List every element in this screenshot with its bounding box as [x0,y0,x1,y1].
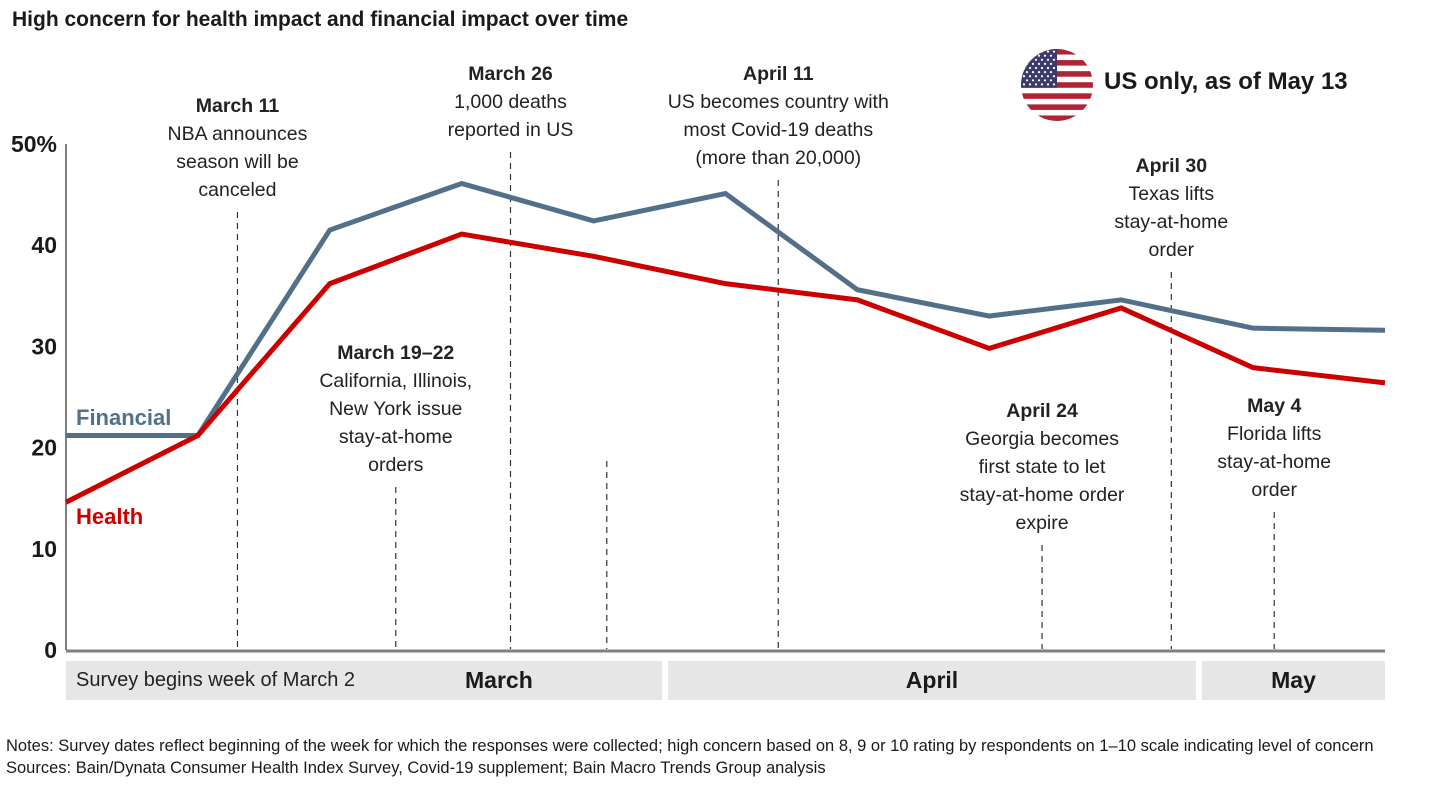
annotation: March 19–22 California, Illinois, New York… [319,339,472,479]
annotation-date: April 24 [1006,400,1078,422]
annotation-text: season will be [176,151,299,173]
scope-label: US only, as of May 13 [1104,68,1348,95]
annotation-text: orders [368,454,424,476]
annotation-date: April 11 [743,63,814,85]
footnotes: Notes: Survey dates reflect beginning of… [6,735,1426,779]
annotation-date: April 30 [1135,155,1208,177]
y-tick-label: 20 [31,435,57,461]
y-tick-label: 40 [31,232,57,258]
annotation: March 26 1,000 deaths reported in US [448,60,574,144]
annotation-text: (more than 20,000) [695,147,862,169]
band-may-label: May [1271,667,1316,693]
legend-financial: Financial [76,405,172,430]
band-march-label: March [465,667,533,693]
y-tick-label: 50% [11,131,57,157]
annotation-text: US becomes country with [667,91,889,113]
annotation-date: March 26 [468,63,553,85]
series-line-health [64,231,1386,505]
sources-text: Sources: Bain/Dynata Consumer Health Ind… [6,759,826,777]
annotation-text: most Covid-19 deaths [683,119,874,141]
band-may: May [1202,661,1385,700]
us-flag-icon [1021,49,1093,121]
annotation-text: stay-at-home [338,426,453,448]
annotation-text: NBA announces [167,123,308,145]
annotation: April 30 Texas lifts stay-at-home order [1114,152,1228,264]
annotation: April 24 Georgia becomes first state to le… [960,397,1125,537]
annotation: April 11 US becomes country with most Covi… [668,60,889,172]
y-tick-label: 10 [31,536,57,562]
annotation-text: stay-at-home [1114,211,1229,233]
annotation-text: stay-at-home [1217,451,1332,473]
annotation-text: Georgia becomes [965,428,1120,450]
annotation-text: New York issue [329,398,463,420]
line-chart: 0 10 20 30 40 50% [11,131,1386,663]
annotation-text: 1,000 deaths [454,91,567,113]
annotation-text: reported in US [447,119,574,141]
y-tick-label: 30 [31,333,57,359]
annotation-text: Florida lifts [1227,423,1322,445]
annotation-text: Texas lifts [1128,183,1215,205]
y-tick-label: 0 [44,637,57,663]
annotation-date: May 4 [1247,395,1302,417]
band-survey-label: Survey begins week of March 2 [76,669,356,691]
annotation-text: stay-at-home order [959,484,1125,506]
legend-health: Health [76,504,144,529]
chart-title: High concern for health impact and finan… [12,8,629,31]
annotation: May 4 Florida lifts stay-at-home order [1217,392,1331,504]
band-survey-march: Survey begins week of March 2 March [66,661,662,700]
band-april-label: April [905,667,959,693]
annotation-text: first state to let [978,456,1106,478]
annotation-date: March 11 [195,95,280,117]
annotation-text: expire [1015,512,1069,534]
annotation-date: March 19–22 [337,342,455,364]
annotation-text: order [1251,479,1297,501]
notes-text: Notes: Survey dates reflect beginning of… [6,737,1374,755]
band-april: April [668,661,1196,700]
annotation: March 11 NBA announces season will be cance… [168,92,308,204]
annotation-text: canceled [198,179,277,201]
annotation-text: California, Illinois, [319,370,473,392]
annotation-text: order [1148,239,1195,261]
